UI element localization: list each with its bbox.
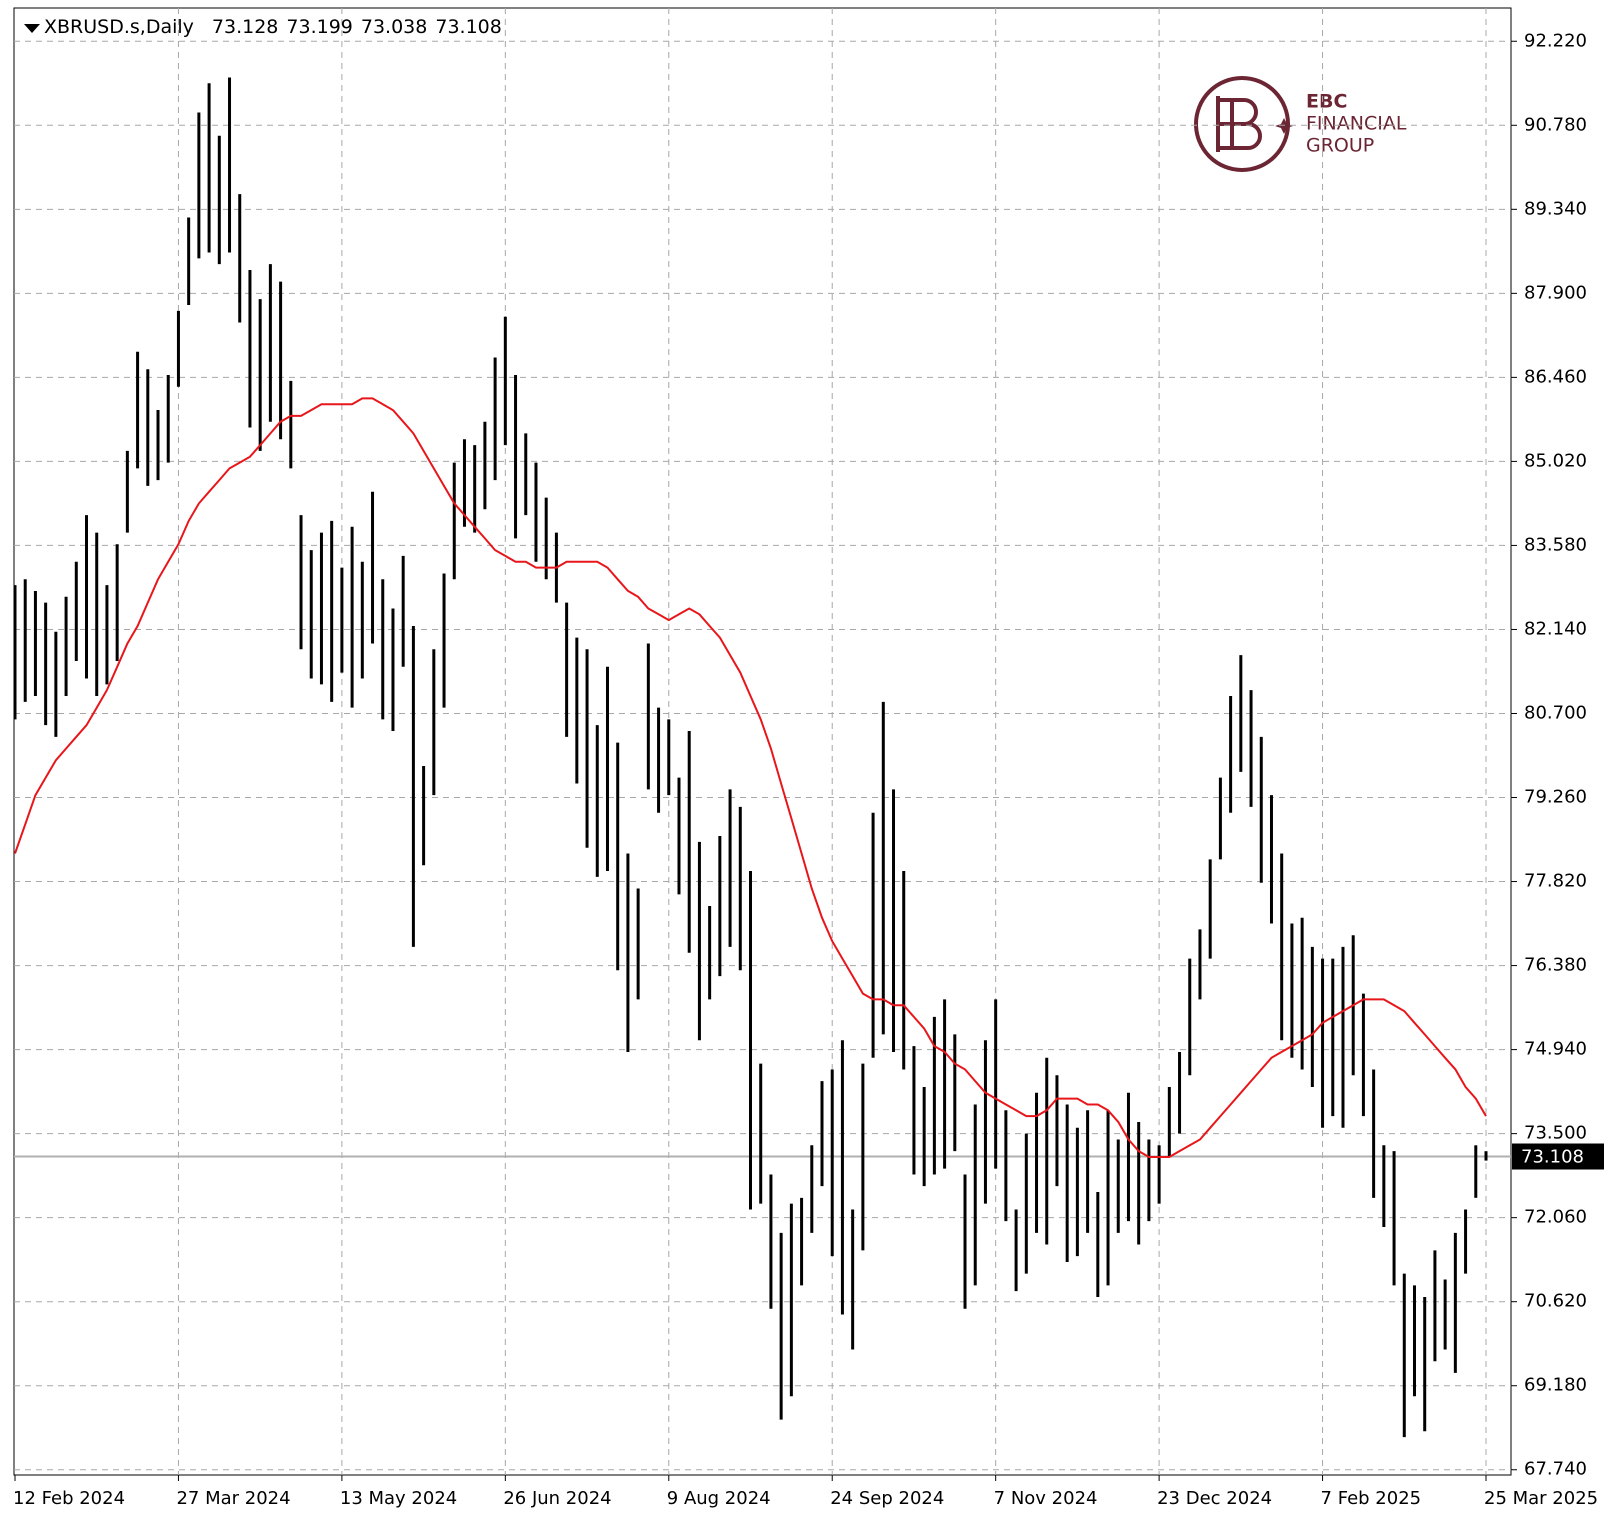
y-tick-label: 86.460 [1524, 366, 1587, 387]
y-tick-label: 79.260 [1524, 787, 1587, 808]
symbol: XBRUSD.s,Daily [44, 16, 194, 38]
y-tick-label: 80.700 [1524, 702, 1587, 723]
y-tick-label: 73.500 [1524, 1123, 1587, 1144]
y-tick-label: 87.900 [1524, 282, 1587, 303]
logo-text: EBC [1306, 91, 1347, 113]
y-tick-label: 76.380 [1524, 955, 1587, 976]
low-value: 73.038 [360, 16, 428, 38]
logo-text: GROUP [1306, 135, 1374, 157]
y-tick-label: 67.740 [1524, 1459, 1587, 1480]
x-tick-label: 26 Jun 2024 [503, 1488, 611, 1509]
x-tick-label: 7 Nov 2024 [994, 1488, 1098, 1509]
y-tick-label: 69.180 [1524, 1375, 1587, 1396]
y-tick-label: 90.780 [1524, 114, 1587, 135]
high-value: 73.199 [286, 16, 353, 38]
y-tick-label: 92.220 [1524, 30, 1587, 51]
y-tick-label: 89.340 [1524, 198, 1587, 219]
moving-average [14, 397, 1487, 1158]
y-tick-label: 72.060 [1524, 1207, 1587, 1228]
header: XBRUSD.s,Daily 73.128 73.199 73.038 73.1… [44, 16, 502, 38]
plot-frame [13, 7, 1512, 1476]
x-tick-label: 25 Mar 2025 [1484, 1488, 1598, 1509]
y-tick-label: 85.020 [1524, 450, 1587, 471]
logo: EBC FINANCIAL GROUP [1194, 76, 1407, 172]
x-tick-label: 24 Sep 2024 [830, 1488, 944, 1509]
y-tick-label: 74.940 [1524, 1039, 1587, 1060]
x-tick-label: 7 Feb 2025 [1321, 1488, 1422, 1509]
logo-text: FINANCIAL [1306, 113, 1407, 135]
open-value: 73.128 [211, 16, 279, 38]
y-tick-label: 83.580 [1524, 534, 1587, 555]
y-tick-label: 70.620 [1524, 1291, 1587, 1312]
x-tick-label: 9 Aug 2024 [667, 1488, 771, 1509]
x-tick-label: 27 Mar 2024 [176, 1488, 290, 1509]
x-tick-label: 12 Feb 2024 [13, 1488, 125, 1509]
menu-arrow[interactable] [24, 24, 40, 33]
y-tick-label: 77.820 [1524, 871, 1587, 892]
close-value: 73.108 [435, 16, 502, 38]
x-tick-label: 23 Dec 2024 [1157, 1488, 1272, 1509]
price-tag [1512, 1143, 1604, 1170]
price-tag-label: 73.108 [1521, 1147, 1584, 1168]
x-tick-label: 13 May 2024 [340, 1488, 457, 1509]
y-tick-label: 82.140 [1524, 618, 1587, 639]
